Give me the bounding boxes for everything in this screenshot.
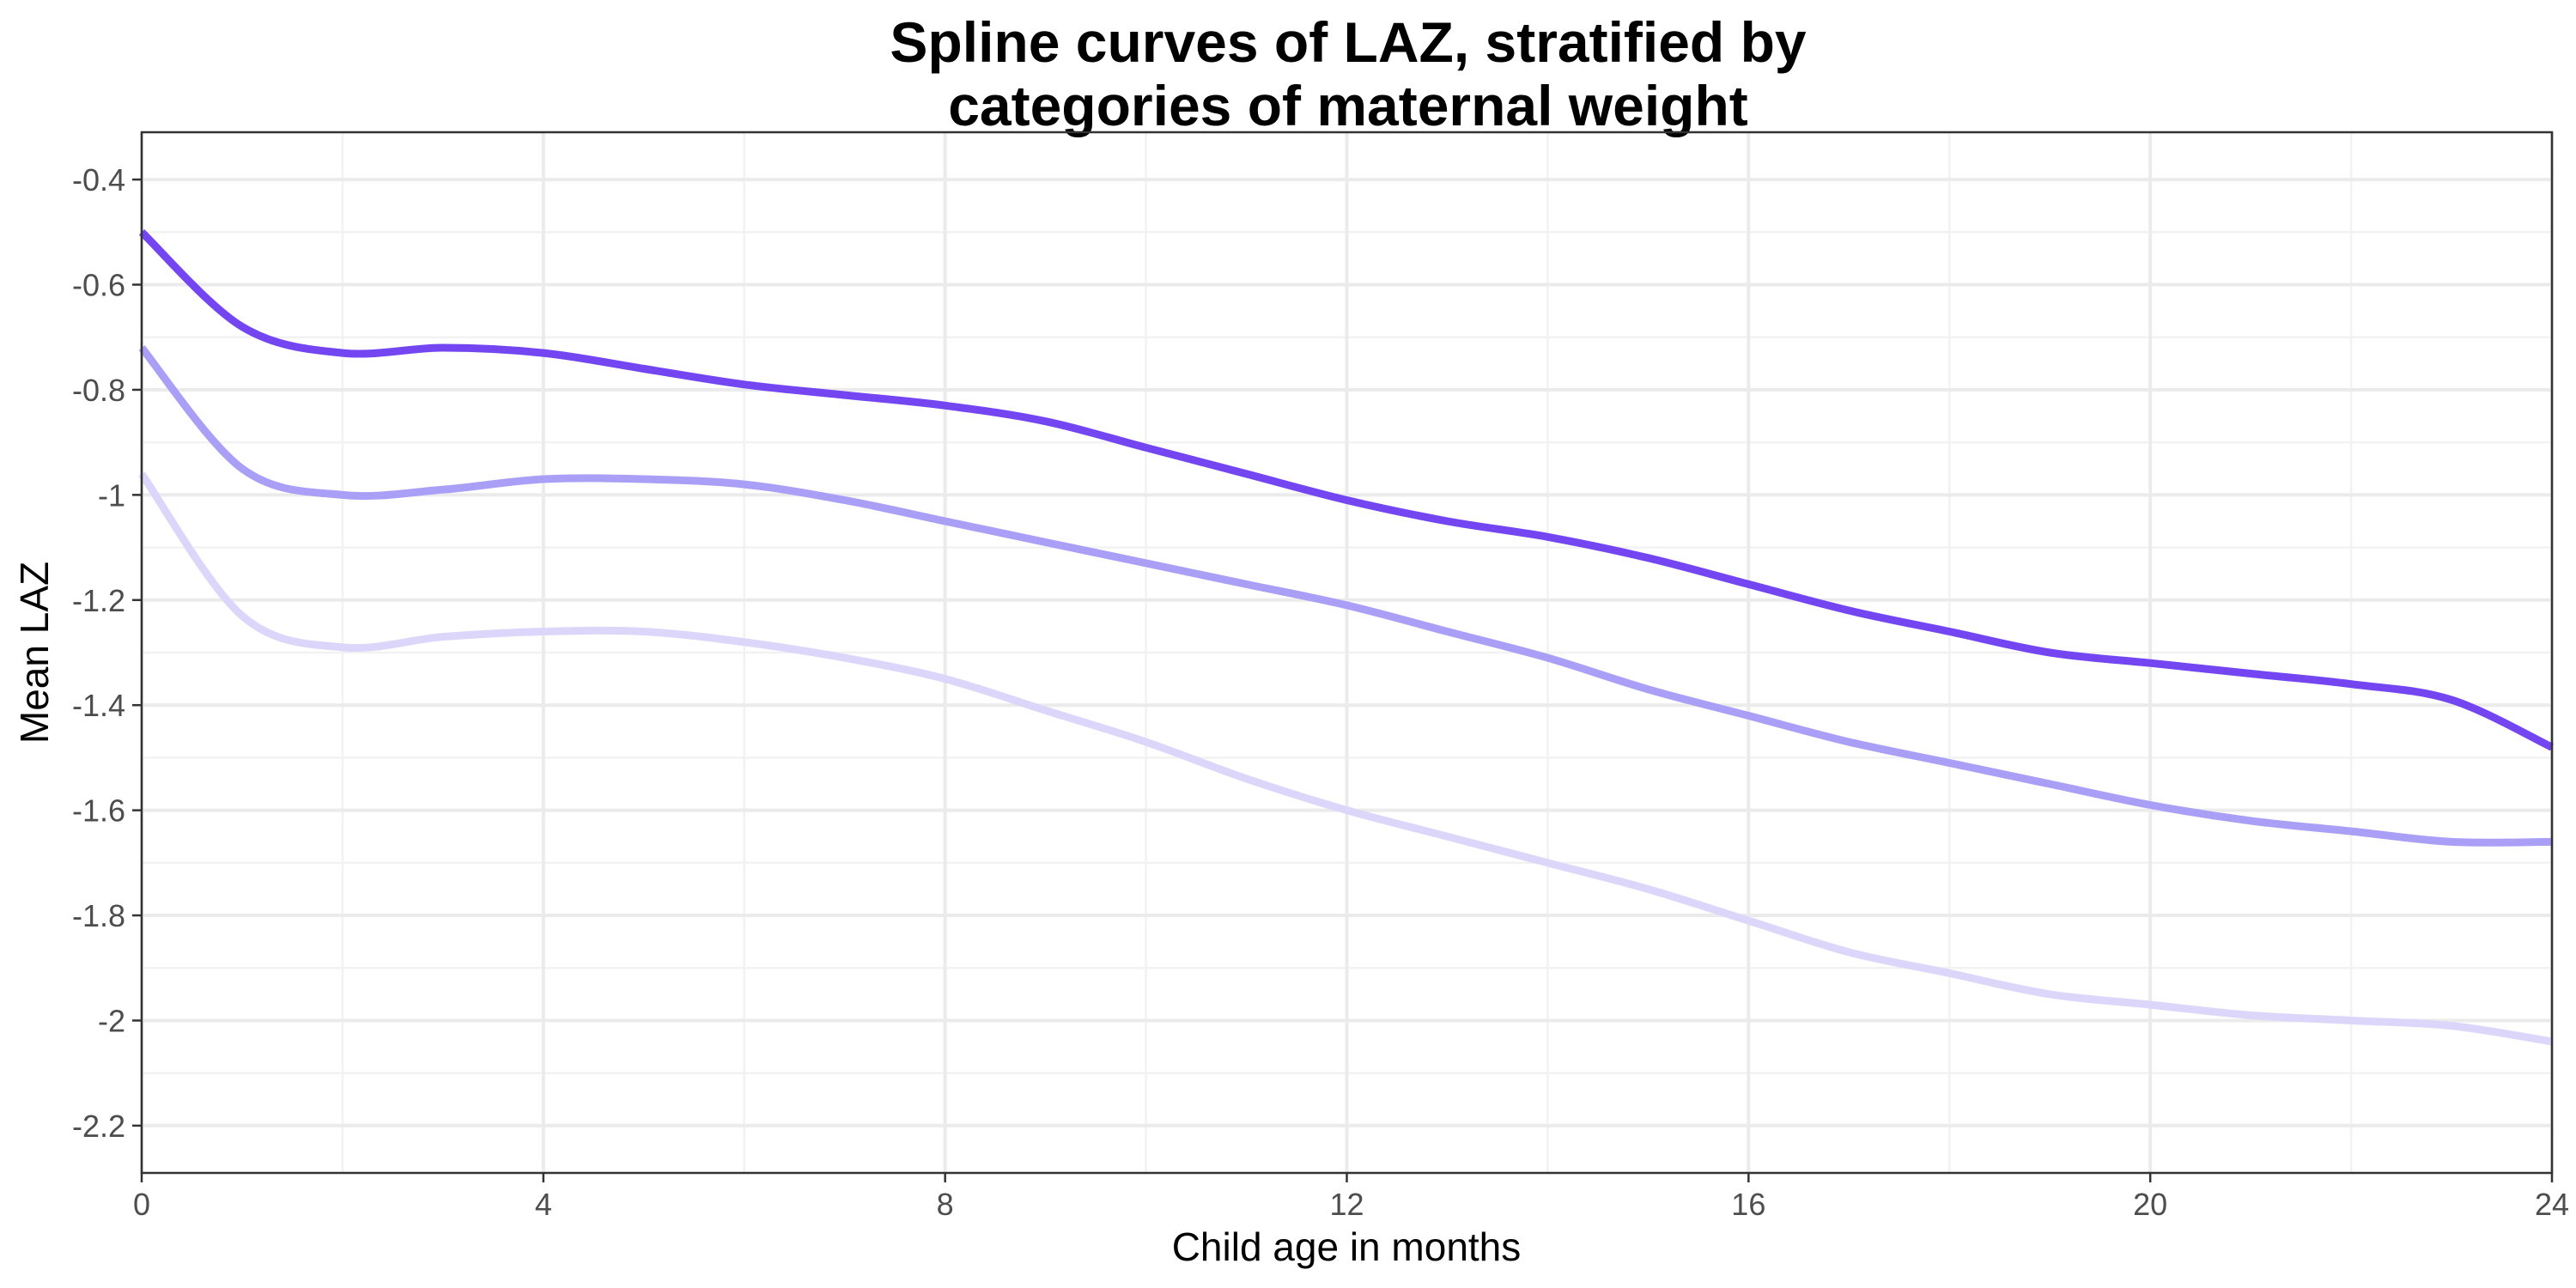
chart-title-line-1: Spline curves of LAZ, stratified by: [890, 10, 1807, 74]
y-tick-label: -2: [98, 1003, 125, 1038]
x-tick-label: 12: [1329, 1187, 1364, 1222]
series-lines: [138, 229, 2554, 1046]
grid: [140, 132, 2554, 1173]
y-tick-label: -1.6: [72, 793, 125, 829]
x-tick-label: 8: [937, 1187, 954, 1222]
x-axis-label: Child age in months: [1172, 1224, 1522, 1269]
y-tick-label: -0.4: [72, 162, 125, 197]
y-axis: -0.4 -0.6 -0.8 -1 -1.2 -1.4 -1.6 -1.8 -2 -2.2: [72, 162, 142, 1144]
y-tick-label: -1: [98, 477, 125, 513]
x-tick-label: 20: [2133, 1187, 2167, 1222]
y-tick-label: -1.4: [72, 688, 125, 723]
chart-title-line-2: categories of maternal weight: [948, 74, 1748, 137]
x-tick-label: 0: [133, 1187, 150, 1222]
y-tick-label: -0.8: [72, 373, 125, 408]
line-series-3: [138, 471, 2553, 1046]
line-series-1: [138, 229, 2554, 751]
x-tick-label: 16: [1731, 1187, 1765, 1222]
y-tick-label: -0.6: [72, 268, 125, 303]
x-tick-label: 4: [535, 1187, 552, 1222]
y-axis-label: Mean LAZ: [12, 562, 57, 744]
y-tick-label: -2.2: [72, 1109, 125, 1144]
y-tick-label: -1.8: [72, 898, 125, 933]
x-axis: 0 4 8 12 16 20 24: [133, 1173, 2569, 1222]
line-series-2: [138, 345, 2553, 847]
x-tick-label: 24: [2535, 1187, 2569, 1222]
y-tick-label: -1.2: [72, 583, 125, 618]
